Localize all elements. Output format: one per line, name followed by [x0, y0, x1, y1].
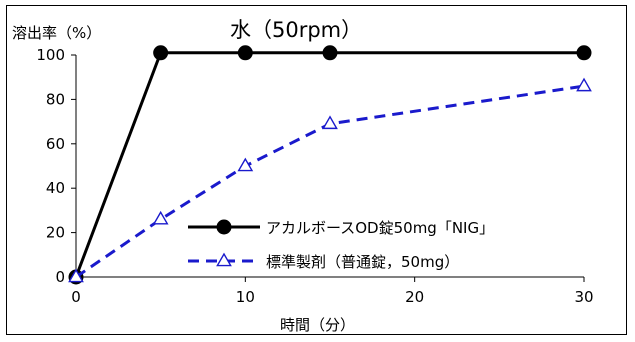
chart-title: 水（50rpm）	[230, 18, 363, 42]
y-tick-label: 0	[55, 268, 65, 286]
data-point-series-2	[237, 157, 254, 172]
data-point-series-2	[68, 268, 84, 283]
series-line-2	[75, 84, 585, 279]
y-tick-label: 80	[46, 90, 65, 108]
data-point-series-1	[237, 45, 253, 61]
legend: アカルボースOD錠50mg「NIG」標準製剤（普通錠，50mg）	[188, 219, 494, 271]
data-point-series-2	[576, 77, 592, 92]
y-tick-label: 20	[46, 224, 65, 242]
x-tick-label: 30	[574, 288, 593, 306]
legend-marker-2	[216, 252, 232, 267]
data-point-series-1	[153, 45, 169, 61]
x-tick-label: 20	[405, 288, 424, 306]
x-tick-label: 10	[236, 288, 255, 306]
y-ticks: 0 20 40 60 80 100	[36, 46, 76, 286]
x-axis-label: 時間（分）	[280, 316, 356, 334]
y-axis-label: 溶出率（%）	[12, 24, 102, 42]
data-point-series-1	[576, 45, 592, 61]
series-line-1	[74, 51, 584, 278]
x-tick-label: 0	[71, 288, 81, 306]
y-tick-label: 60	[46, 135, 65, 153]
legend-label-2: 標準製剤（普通錠，50mg）	[266, 253, 459, 271]
y-tick-label: 40	[46, 179, 65, 197]
x-ticks: 0 10 20 30	[71, 277, 594, 306]
chart-frame	[6, 5, 627, 335]
series-group	[68, 45, 592, 285]
data-point-series-2	[152, 210, 169, 225]
y-tick-label: 100	[36, 46, 65, 64]
data-point-series-2	[322, 115, 338, 130]
legend-marker-1	[216, 219, 232, 235]
data-point-series-1	[322, 45, 338, 61]
legend-label-1: アカルボースOD錠50mg「NIG」	[266, 219, 494, 237]
